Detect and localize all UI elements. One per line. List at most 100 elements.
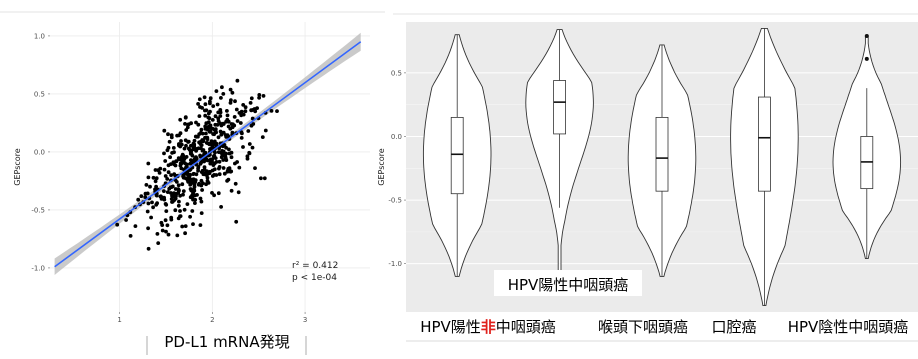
scatter-point bbox=[221, 122, 226, 126]
scatter-point bbox=[226, 124, 231, 129]
scatter-point bbox=[239, 136, 244, 140]
scatter-point bbox=[197, 132, 202, 137]
scatter-point bbox=[181, 192, 185, 197]
scatter-point bbox=[228, 101, 233, 105]
scatter-point bbox=[233, 161, 237, 166]
scatter-point bbox=[218, 114, 223, 118]
scatter-point bbox=[220, 144, 225, 149]
violin-group bbox=[730, 27, 799, 307]
y-tick-label: -1.0 bbox=[31, 264, 45, 272]
scatter-point bbox=[226, 134, 231, 139]
scatter-point bbox=[235, 78, 240, 83]
scatter-point bbox=[196, 164, 201, 169]
scatter-point bbox=[204, 182, 209, 187]
violins bbox=[422, 27, 902, 307]
scatter-point bbox=[162, 167, 167, 172]
label-part: 中咽頭癌 bbox=[496, 318, 556, 336]
scatter-point bbox=[221, 130, 226, 135]
violin-y-axis-title: GEPscore bbox=[377, 148, 386, 186]
scatter-point bbox=[155, 232, 160, 236]
scatter-point bbox=[221, 166, 226, 170]
scatter-point bbox=[172, 150, 176, 155]
scatter-point bbox=[257, 93, 262, 97]
y-tick-label: 0.5 bbox=[34, 90, 45, 98]
scatter-point bbox=[153, 168, 158, 172]
scatter-point bbox=[261, 94, 266, 98]
scatter-point bbox=[218, 108, 223, 112]
scatter-point bbox=[173, 187, 178, 191]
scatter-point bbox=[186, 139, 191, 144]
scatter-point bbox=[163, 159, 168, 163]
scatter-point bbox=[160, 228, 165, 233]
scatter-point bbox=[128, 234, 133, 238]
scatter-point bbox=[255, 106, 259, 110]
label-part: HPV陽性中咽頭癌 bbox=[508, 276, 629, 294]
scatter-point bbox=[172, 198, 177, 202]
scatter-point bbox=[241, 103, 246, 107]
scatter-point bbox=[151, 175, 156, 180]
scatter-point bbox=[179, 142, 184, 147]
scatter-point bbox=[143, 195, 148, 200]
x-tick-label: 3 bbox=[303, 316, 307, 324]
scatter-point bbox=[154, 176, 159, 181]
scatter-point bbox=[157, 171, 162, 175]
scatter-point bbox=[260, 135, 265, 140]
scatter-point bbox=[240, 131, 244, 136]
scatter-point bbox=[203, 113, 208, 118]
scatter-point bbox=[149, 215, 154, 220]
scatter-point bbox=[213, 129, 218, 134]
scatter-point bbox=[178, 209, 182, 213]
scatter-point bbox=[259, 176, 263, 181]
scatter-point bbox=[145, 209, 150, 214]
scatter-point bbox=[206, 115, 211, 120]
scatter-point bbox=[210, 141, 215, 146]
label-part: HPV陰性中咽頭癌 bbox=[788, 318, 909, 336]
category-label: HPV陽性中咽頭癌 bbox=[508, 276, 629, 294]
scatter-point bbox=[220, 85, 224, 90]
label-emphasis: 非 bbox=[481, 318, 496, 336]
label-part: 喉頭下咽頭癌 bbox=[598, 318, 688, 336]
scatter-point bbox=[145, 191, 150, 196]
scatter-point bbox=[262, 176, 267, 181]
scatter-point bbox=[199, 160, 204, 165]
scatter-point bbox=[223, 154, 228, 159]
scatter-point bbox=[217, 166, 221, 171]
scatter-point bbox=[238, 121, 243, 125]
scatter-point bbox=[165, 148, 170, 153]
scatter-point bbox=[115, 222, 120, 227]
scatter-point bbox=[179, 161, 184, 166]
scatter-point bbox=[193, 193, 198, 198]
scatter-point bbox=[192, 157, 197, 162]
scatter-point bbox=[210, 168, 215, 173]
scatter-point bbox=[230, 90, 235, 95]
y-tick-label: 0.0 bbox=[34, 148, 45, 156]
scatter-point bbox=[124, 218, 128, 222]
scatter-point bbox=[236, 190, 241, 195]
scatter-point bbox=[192, 138, 197, 143]
scatter-point bbox=[189, 188, 194, 193]
scatter-point bbox=[183, 138, 188, 143]
scatter-point bbox=[172, 191, 176, 196]
scatter-point bbox=[243, 109, 248, 114]
scatter-point bbox=[216, 135, 221, 140]
box bbox=[655, 116, 669, 192]
scatter-point bbox=[263, 128, 268, 133]
scatter-point bbox=[165, 190, 170, 195]
scatter-point bbox=[248, 101, 253, 105]
scatter-point bbox=[191, 197, 195, 202]
x-tick-label: 2 bbox=[210, 316, 214, 324]
scatter-point bbox=[249, 123, 254, 128]
scatter-point bbox=[225, 117, 230, 122]
scatter-point bbox=[146, 246, 151, 251]
scatter-point bbox=[169, 215, 174, 220]
scatter-point bbox=[191, 222, 195, 227]
scatter-point bbox=[213, 122, 218, 127]
scatter-point bbox=[204, 131, 208, 136]
scatter-axes: 1.0 0.5 0.0 -0.5 -1.0 1 2 3 bbox=[31, 32, 307, 324]
outlier-point bbox=[864, 56, 869, 61]
scatter-point bbox=[246, 129, 251, 133]
scatter-point bbox=[232, 123, 237, 128]
violin-panel: 0.50.0-0.5-1.0 GEPscore HPV陽性非中咽頭癌HPV陽性中… bbox=[377, 22, 918, 342]
scatter-point bbox=[217, 172, 222, 177]
